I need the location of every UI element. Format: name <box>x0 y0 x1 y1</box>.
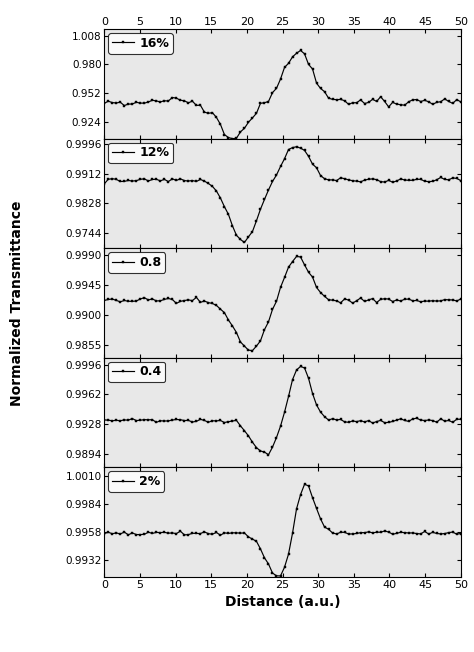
Legend: 0.8: 0.8 <box>108 252 165 273</box>
Legend: 2%: 2% <box>108 471 164 492</box>
Legend: 0.4: 0.4 <box>108 362 165 382</box>
X-axis label: Distance (a.u.): Distance (a.u.) <box>225 595 340 610</box>
Legend: 12%: 12% <box>108 143 173 163</box>
Legend: 16%: 16% <box>108 33 173 53</box>
Text: Normalized Transmittance: Normalized Transmittance <box>9 200 24 406</box>
